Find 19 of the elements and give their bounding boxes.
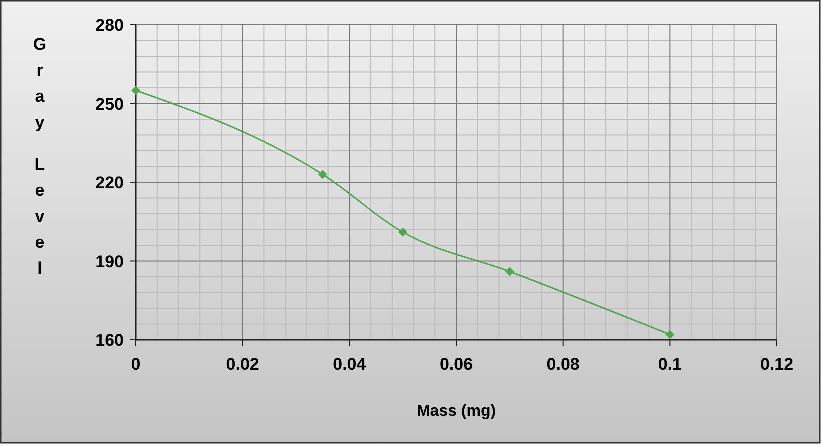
point xyxy=(132,86,140,96)
point xyxy=(505,267,514,276)
y-tick-label: 220 xyxy=(96,174,124,192)
point xyxy=(318,170,328,180)
y-tick-label: 280 xyxy=(96,16,124,35)
point xyxy=(666,330,675,340)
y-tick-label: 250 xyxy=(96,94,124,114)
x-tick-label: 0.02 xyxy=(226,355,260,374)
y-tick-label: 160 xyxy=(96,331,124,350)
y-tick-label: 190 xyxy=(96,252,124,272)
text: Gray Level xyxy=(33,35,47,278)
x-tick-label: 0.06 xyxy=(440,355,474,374)
point xyxy=(398,228,408,237)
x-axis-title: Mass (mg) xyxy=(416,403,496,420)
x-tick-label: 0.1 xyxy=(658,355,682,374)
x-tick-label: 0.12 xyxy=(760,355,794,374)
x-tick-label: 0.04 xyxy=(333,355,367,374)
x-tick-label: 0 xyxy=(131,355,141,374)
x-tick-label: 0.08 xyxy=(546,355,580,374)
